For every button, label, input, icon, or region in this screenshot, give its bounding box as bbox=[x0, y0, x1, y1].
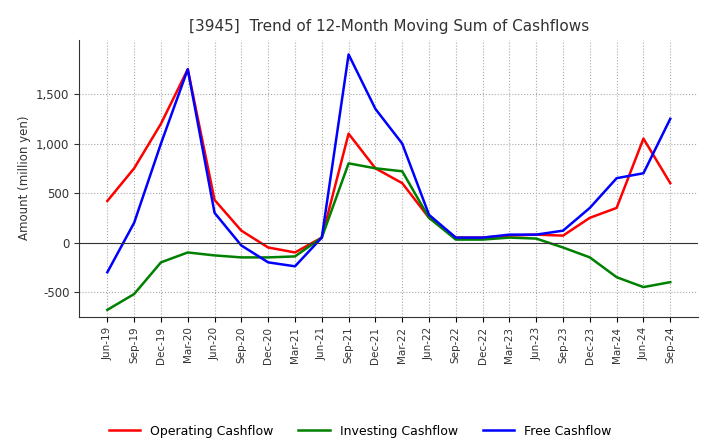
Operating Cashflow bbox=[371, 165, 379, 171]
Operating Cashflow bbox=[639, 136, 648, 141]
Free Cashflow bbox=[585, 205, 594, 210]
Investing Cashflow bbox=[451, 237, 460, 242]
Investing Cashflow bbox=[559, 245, 567, 250]
Operating Cashflow bbox=[210, 197, 219, 202]
Free Cashflow bbox=[371, 106, 379, 111]
Investing Cashflow bbox=[639, 284, 648, 290]
Investing Cashflow bbox=[130, 291, 138, 297]
Operating Cashflow bbox=[451, 235, 460, 240]
Investing Cashflow bbox=[344, 161, 353, 166]
Free Cashflow bbox=[666, 116, 675, 121]
Line: Operating Cashflow: Operating Cashflow bbox=[107, 69, 670, 253]
Operating Cashflow bbox=[130, 165, 138, 171]
Investing Cashflow bbox=[237, 255, 246, 260]
Free Cashflow bbox=[130, 220, 138, 225]
Operating Cashflow bbox=[505, 233, 514, 238]
Investing Cashflow bbox=[666, 279, 675, 285]
Operating Cashflow bbox=[478, 235, 487, 240]
Line: Free Cashflow: Free Cashflow bbox=[107, 55, 670, 272]
Free Cashflow bbox=[157, 141, 166, 146]
Line: Investing Cashflow: Investing Cashflow bbox=[107, 163, 670, 310]
Free Cashflow bbox=[184, 66, 192, 72]
Investing Cashflow bbox=[612, 275, 621, 280]
Investing Cashflow bbox=[398, 169, 407, 174]
Free Cashflow bbox=[559, 228, 567, 233]
Free Cashflow bbox=[237, 243, 246, 248]
Operating Cashflow bbox=[559, 233, 567, 238]
Operating Cashflow bbox=[237, 228, 246, 233]
Investing Cashflow bbox=[532, 236, 541, 241]
Operating Cashflow bbox=[425, 215, 433, 220]
Free Cashflow bbox=[103, 270, 112, 275]
Free Cashflow bbox=[264, 260, 272, 265]
Free Cashflow bbox=[478, 235, 487, 240]
Investing Cashflow bbox=[210, 253, 219, 258]
Operating Cashflow bbox=[585, 215, 594, 220]
Operating Cashflow bbox=[291, 250, 300, 255]
Investing Cashflow bbox=[505, 235, 514, 240]
Operating Cashflow bbox=[184, 66, 192, 72]
Operating Cashflow bbox=[612, 205, 621, 210]
Investing Cashflow bbox=[103, 307, 112, 312]
Operating Cashflow bbox=[264, 245, 272, 250]
Free Cashflow bbox=[532, 232, 541, 237]
Investing Cashflow bbox=[291, 254, 300, 259]
Free Cashflow bbox=[210, 210, 219, 216]
Free Cashflow bbox=[398, 141, 407, 146]
Operating Cashflow bbox=[157, 121, 166, 126]
Investing Cashflow bbox=[184, 250, 192, 255]
Operating Cashflow bbox=[103, 198, 112, 204]
Investing Cashflow bbox=[157, 260, 166, 265]
Operating Cashflow bbox=[398, 180, 407, 186]
Investing Cashflow bbox=[371, 165, 379, 171]
Legend: Operating Cashflow, Investing Cashflow, Free Cashflow: Operating Cashflow, Investing Cashflow, … bbox=[104, 420, 616, 440]
Title: [3945]  Trend of 12-Month Moving Sum of Cashflows: [3945] Trend of 12-Month Moving Sum of C… bbox=[189, 19, 589, 34]
Y-axis label: Amount (million yen): Amount (million yen) bbox=[17, 116, 30, 240]
Operating Cashflow bbox=[532, 232, 541, 237]
Investing Cashflow bbox=[478, 237, 487, 242]
Free Cashflow bbox=[291, 264, 300, 269]
Free Cashflow bbox=[451, 235, 460, 240]
Operating Cashflow bbox=[344, 131, 353, 136]
Operating Cashflow bbox=[666, 180, 675, 186]
Free Cashflow bbox=[425, 212, 433, 217]
Free Cashflow bbox=[505, 232, 514, 237]
Investing Cashflow bbox=[585, 255, 594, 260]
Investing Cashflow bbox=[425, 215, 433, 220]
Free Cashflow bbox=[318, 235, 326, 240]
Free Cashflow bbox=[612, 176, 621, 181]
Operating Cashflow bbox=[318, 235, 326, 240]
Investing Cashflow bbox=[264, 255, 272, 260]
Free Cashflow bbox=[639, 171, 648, 176]
Free Cashflow bbox=[344, 52, 353, 57]
Investing Cashflow bbox=[318, 235, 326, 240]
